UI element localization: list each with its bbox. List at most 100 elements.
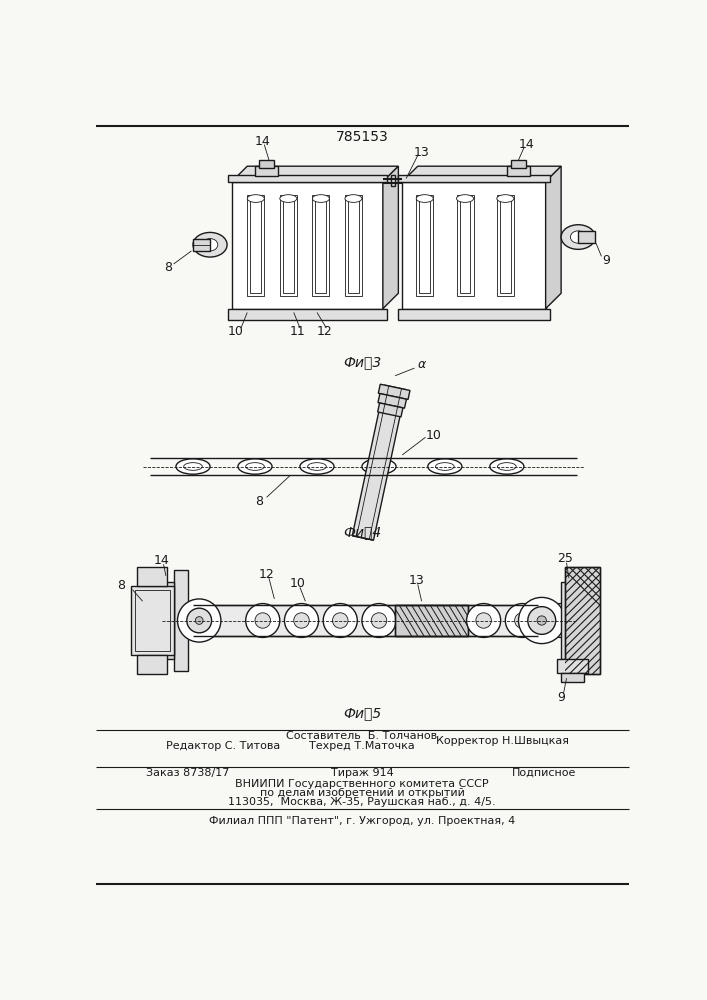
Text: 12: 12 xyxy=(259,568,274,581)
Text: Фи⸖3: Фи⸖3 xyxy=(343,356,381,370)
Bar xyxy=(283,199,293,293)
Bar xyxy=(500,199,510,293)
Text: 14: 14 xyxy=(154,554,170,567)
Ellipse shape xyxy=(176,459,210,474)
Bar xyxy=(402,182,546,309)
Polygon shape xyxy=(383,166,398,309)
Ellipse shape xyxy=(518,597,565,644)
Ellipse shape xyxy=(293,613,309,628)
Ellipse shape xyxy=(490,459,524,474)
Text: Редактор С. Титова: Редактор С. Титова xyxy=(166,741,280,751)
Ellipse shape xyxy=(187,608,211,633)
Text: 10: 10 xyxy=(426,429,441,442)
Text: 13: 13 xyxy=(414,146,429,159)
Text: 113035,  Москва, Ж-35, Раушская наб., д. 4/5.: 113035, Москва, Ж-35, Раушская наб., д. … xyxy=(228,797,496,807)
Bar xyxy=(416,195,433,296)
Ellipse shape xyxy=(284,604,319,637)
Polygon shape xyxy=(232,166,398,182)
Text: 10: 10 xyxy=(290,577,305,590)
Polygon shape xyxy=(352,385,406,540)
Bar xyxy=(510,160,526,168)
Ellipse shape xyxy=(528,607,556,634)
Text: 14: 14 xyxy=(518,138,534,151)
Ellipse shape xyxy=(246,604,280,637)
Ellipse shape xyxy=(416,195,433,202)
Bar xyxy=(345,195,362,296)
Bar xyxy=(232,182,383,309)
Bar xyxy=(193,239,210,251)
Bar xyxy=(228,309,387,320)
Bar xyxy=(457,195,474,296)
Bar xyxy=(573,574,585,590)
Ellipse shape xyxy=(428,459,462,474)
Ellipse shape xyxy=(467,604,501,637)
Bar xyxy=(247,195,264,296)
Text: 785153: 785153 xyxy=(336,130,388,144)
Bar xyxy=(228,175,387,182)
Text: Фи⸖4: Фи⸖4 xyxy=(343,525,381,539)
Ellipse shape xyxy=(554,613,569,628)
Polygon shape xyxy=(378,403,403,417)
Ellipse shape xyxy=(202,239,218,251)
Bar xyxy=(193,605,549,636)
Ellipse shape xyxy=(457,195,474,202)
Bar xyxy=(259,160,274,168)
Bar xyxy=(137,567,168,586)
Ellipse shape xyxy=(332,613,348,628)
Text: Тираж 914: Тираж 914 xyxy=(331,768,393,778)
Ellipse shape xyxy=(362,459,396,474)
Bar xyxy=(280,195,297,296)
Ellipse shape xyxy=(255,613,271,628)
Text: Техред Т.Маточка: Техред Т.Маточка xyxy=(309,741,415,751)
Text: 8: 8 xyxy=(255,495,263,508)
Text: ВНИИПИ Государственного комитета СССР: ВНИИПИ Государственного комитета СССР xyxy=(235,779,489,789)
Text: 8: 8 xyxy=(117,579,125,592)
Text: 13: 13 xyxy=(409,574,424,587)
Ellipse shape xyxy=(537,616,547,625)
Text: Фи⸖5: Фи⸖5 xyxy=(343,706,381,720)
Text: 25: 25 xyxy=(557,552,573,565)
Bar xyxy=(391,175,395,186)
Bar xyxy=(135,590,170,651)
Ellipse shape xyxy=(193,232,227,257)
Bar xyxy=(250,199,261,293)
Bar xyxy=(578,231,595,243)
Ellipse shape xyxy=(238,459,272,474)
Text: Корректор Н.Швыцкая: Корректор Н.Швыцкая xyxy=(436,736,569,746)
Ellipse shape xyxy=(345,195,362,202)
Polygon shape xyxy=(378,384,410,400)
Ellipse shape xyxy=(280,195,297,202)
Text: 10: 10 xyxy=(228,325,244,338)
Polygon shape xyxy=(378,394,407,408)
Polygon shape xyxy=(546,166,561,309)
Bar xyxy=(565,567,600,674)
Ellipse shape xyxy=(323,604,357,637)
Ellipse shape xyxy=(312,195,329,202)
Ellipse shape xyxy=(571,231,586,243)
Bar xyxy=(419,199,430,293)
Polygon shape xyxy=(402,166,561,182)
Bar xyxy=(312,195,329,296)
Text: 12: 12 xyxy=(317,325,332,338)
Bar xyxy=(315,199,327,293)
Text: 9: 9 xyxy=(602,254,610,267)
Text: Заказ 8738/17: Заказ 8738/17 xyxy=(146,768,230,778)
Text: 11: 11 xyxy=(290,325,305,338)
Bar xyxy=(137,655,168,674)
Text: Подписное: Подписное xyxy=(513,768,577,778)
Text: по делам изобретений и открытий: по делам изобретений и открытий xyxy=(259,788,464,798)
Ellipse shape xyxy=(561,225,595,249)
Ellipse shape xyxy=(362,604,396,637)
Bar xyxy=(497,195,514,296)
Bar xyxy=(460,199,470,293)
Text: α: α xyxy=(418,358,426,371)
Bar xyxy=(395,605,468,636)
Bar xyxy=(131,586,174,655)
Bar xyxy=(395,605,468,636)
Ellipse shape xyxy=(476,613,491,628)
Text: Филиал ППП "Патент", г. Ужгород, ул. Проектная, 4: Филиал ППП "Патент", г. Ужгород, ул. Про… xyxy=(209,816,515,826)
Bar xyxy=(565,567,600,674)
Bar xyxy=(255,166,279,176)
Ellipse shape xyxy=(371,613,387,628)
Text: 14: 14 xyxy=(255,135,271,148)
